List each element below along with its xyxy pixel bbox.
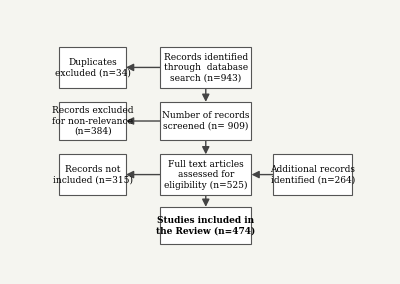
Text: Records identified
through  database
search (n=943): Records identified through database sear…: [164, 53, 248, 82]
FancyBboxPatch shape: [59, 154, 126, 195]
FancyBboxPatch shape: [59, 47, 126, 88]
Text: Records not
included (n=315): Records not included (n=315): [53, 165, 133, 184]
Text: Studies included in
the Review (n=474): Studies included in the Review (n=474): [156, 216, 255, 235]
FancyBboxPatch shape: [160, 154, 252, 195]
Text: Number of records
screened (n= 909): Number of records screened (n= 909): [162, 111, 250, 131]
FancyBboxPatch shape: [160, 207, 252, 244]
Text: Duplicates
excluded (n=34): Duplicates excluded (n=34): [55, 58, 130, 77]
FancyBboxPatch shape: [59, 102, 126, 140]
FancyBboxPatch shape: [273, 154, 352, 195]
FancyBboxPatch shape: [160, 47, 252, 88]
Text: Full text articles
assessed for
eligibility (n=525): Full text articles assessed for eligibil…: [164, 160, 248, 189]
Text: Records excluded
for non-relevance
(n=384): Records excluded for non-relevance (n=38…: [52, 106, 133, 136]
FancyBboxPatch shape: [160, 102, 252, 140]
Text: Additional records
identified (n=264): Additional records identified (n=264): [270, 165, 355, 184]
